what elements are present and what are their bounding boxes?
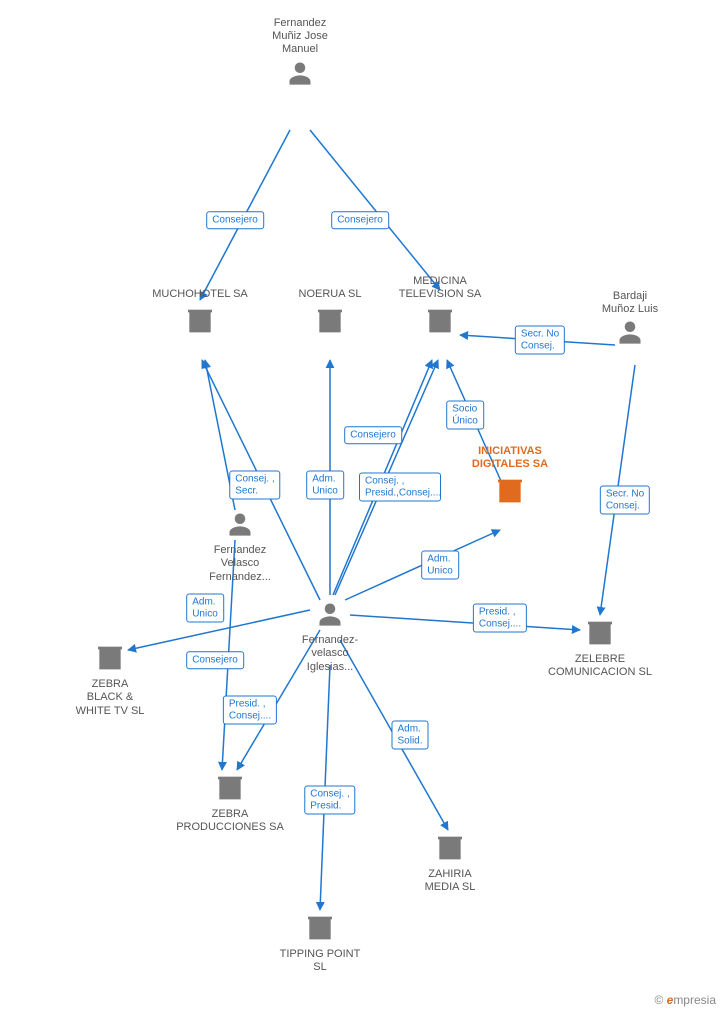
- edge-label: Consejero: [186, 651, 244, 669]
- edge-label: Adm. Unico: [421, 551, 459, 580]
- node-fernandez_muniz[interactable]: FernandezMuñiz JoseManuel: [240, 17, 360, 91]
- edge-label: Secr. No Consej.: [515, 326, 565, 355]
- company-icon: [424, 303, 456, 335]
- node-fernandez_velasco_f[interactable]: FernandezVelascoFernandez...: [180, 510, 300, 584]
- person-icon: [226, 510, 254, 538]
- node-label: INICIATIVASDIGITALES SA: [450, 445, 570, 471]
- node-zelebre[interactable]: ZELEBRECOMUNICACION SL: [540, 615, 660, 680]
- company-icon: [494, 473, 526, 505]
- node-label: MEDICINATELEVISION SA: [380, 275, 500, 301]
- company-icon: [314, 303, 346, 335]
- diagram-canvas: FernandezMuñiz JoseManuel MUCHOHOTEL SA …: [0, 0, 728, 1015]
- node-medicina_tv[interactable]: MEDICINATELEVISION SA: [380, 275, 500, 340]
- node-label: ZEBRABLACK &WHITE TV SL: [50, 678, 170, 718]
- node-zebra_bw[interactable]: ZEBRABLACK &WHITE TV SL: [50, 640, 170, 718]
- edge-label: Consej. , Secr.: [229, 471, 280, 500]
- footer-copyright: © empresia: [654, 993, 716, 1007]
- person-icon: [316, 600, 344, 628]
- node-label: ZELEBRECOMUNICACION SL: [540, 653, 660, 679]
- company-icon: [184, 303, 216, 335]
- node-label: FernandezVelascoFernandez...: [180, 544, 300, 584]
- person-icon: [286, 59, 314, 87]
- company-icon: [304, 910, 336, 942]
- node-label: MUCHOHOTEL SA: [140, 288, 260, 301]
- node-muchohotel[interactable]: MUCHOHOTEL SA: [140, 288, 260, 339]
- edge-label: Consej. , Presid.: [304, 786, 355, 815]
- edge-label: Secr. No Consej.: [600, 486, 650, 515]
- node-label: Fernandez-velascoIglesias...: [270, 634, 390, 674]
- edge-label: Adm. Unico: [186, 594, 224, 623]
- edge-label: Presid. , Consej....: [223, 696, 277, 725]
- edge-label: Consejero: [206, 211, 264, 229]
- node-label: NOERUA SL: [270, 288, 390, 301]
- company-icon: [584, 615, 616, 647]
- node-zahiria[interactable]: ZAHIRIAMEDIA SL: [390, 830, 510, 895]
- node-fernandez_velasco_i[interactable]: Fernandez-velascoIglesias...: [270, 600, 390, 674]
- node-tipping[interactable]: TIPPING POINTSL: [260, 910, 380, 975]
- node-label: BardajiMuñoz Luis: [570, 290, 690, 316]
- node-zebra_prod[interactable]: ZEBRAPRODUCCIONES SA: [170, 770, 290, 835]
- edge-label: Socio Único: [446, 401, 484, 430]
- edge-label: Consej. , Presid.,Consej....: [359, 473, 441, 502]
- edge-label: Consejero: [344, 426, 402, 444]
- node-label: FernandezMuñiz JoseManuel: [240, 17, 360, 57]
- node-label: ZEBRAPRODUCCIONES SA: [170, 808, 290, 834]
- copyright-symbol: ©: [654, 993, 663, 1007]
- node-label: ZAHIRIAMEDIA SL: [390, 868, 510, 894]
- edge-label: Adm. Solid.: [391, 721, 428, 750]
- node-bardaji[interactable]: BardajiMuñoz Luis: [570, 290, 690, 351]
- edge-line: [310, 130, 440, 290]
- company-icon: [214, 770, 246, 802]
- edge-label: Adm. Unico: [306, 471, 344, 500]
- node-iniciativas[interactable]: INICIATIVASDIGITALES SA: [450, 445, 570, 510]
- brand-rest: mpresia: [673, 993, 716, 1007]
- node-label: TIPPING POINTSL: [260, 948, 380, 974]
- company-icon: [94, 640, 126, 672]
- edge-label: Consejero: [331, 211, 389, 229]
- person-icon: [616, 318, 644, 346]
- company-icon: [434, 830, 466, 862]
- node-noerua[interactable]: NOERUA SL: [270, 288, 390, 339]
- edge-label: Presid. , Consej....: [473, 604, 527, 633]
